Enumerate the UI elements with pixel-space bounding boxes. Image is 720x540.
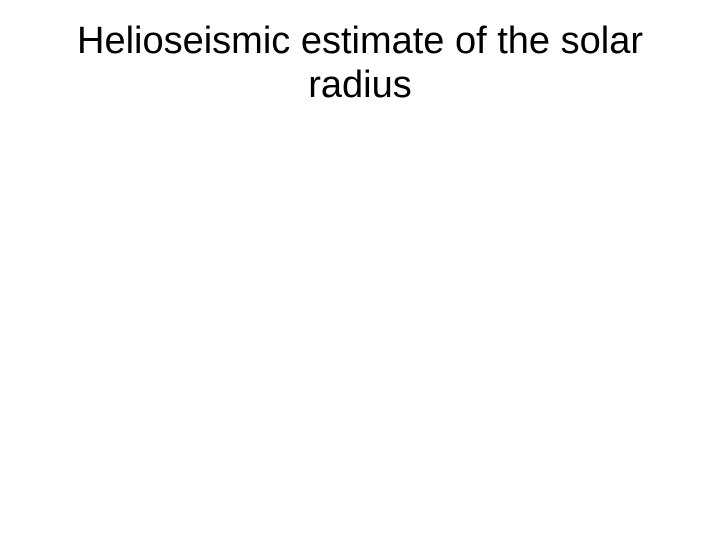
slide-title: Helioseismic estimate of the solar radiu… [0, 20, 720, 107]
slide-container: Helioseismic estimate of the solar radiu… [0, 0, 720, 540]
